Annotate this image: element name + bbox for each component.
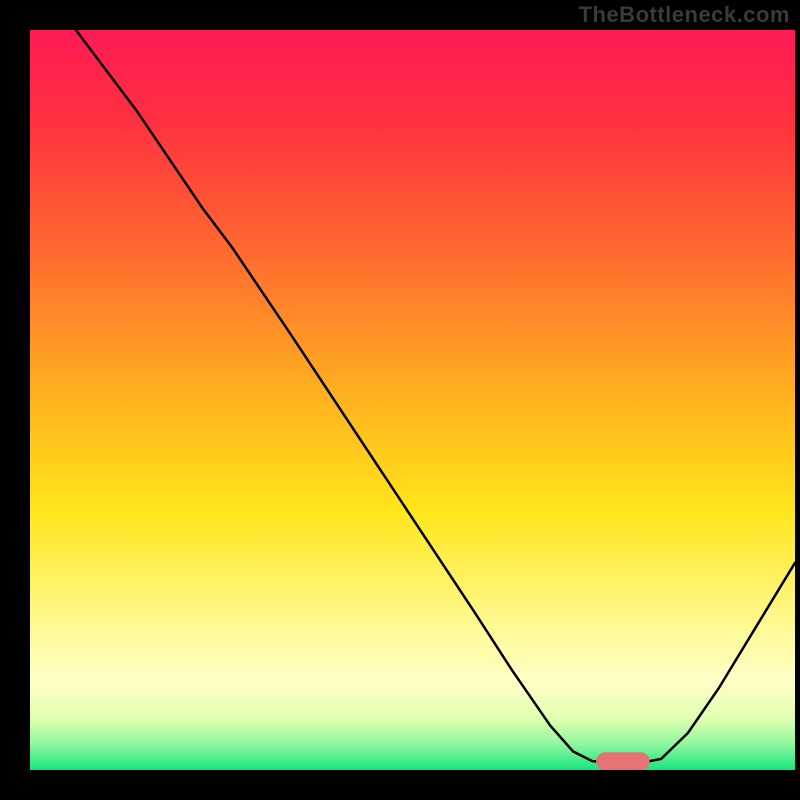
- plot-background: [30, 30, 795, 770]
- frame-border: [0, 770, 800, 800]
- frame-border: [795, 0, 800, 800]
- bottleneck-chart: [0, 0, 800, 800]
- optimal-marker: [596, 752, 650, 770]
- watermark-text: TheBottleneck.com: [579, 2, 790, 28]
- chart-frame: TheBottleneck.com: [0, 0, 800, 800]
- frame-border: [0, 0, 30, 800]
